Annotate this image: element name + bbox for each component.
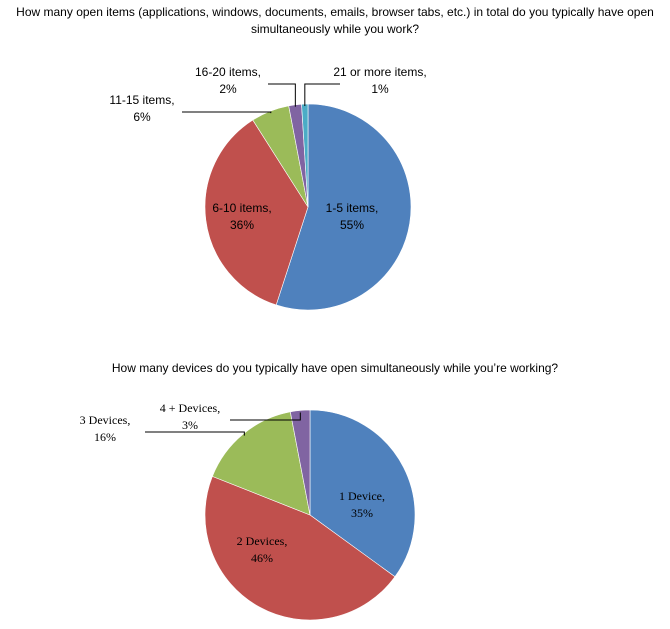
data-label-category: 6-10 items,	[212, 201, 271, 215]
data-label-value: 6%	[133, 110, 151, 124]
pie-slice	[211, 411, 311, 516]
data-label-value: 35%	[351, 506, 373, 520]
pie-slice	[309, 409, 416, 578]
chart-title: How many open items (applications, windo…	[16, 5, 654, 36]
data-label-category: 11-15 items,	[109, 93, 174, 107]
chart-title: How many devices do you typically have o…	[111, 361, 559, 375]
data-label-value: 36%	[230, 218, 254, 232]
data-label-category: 4 + Devices,	[160, 401, 220, 415]
pie-slice	[289, 409, 311, 516]
data-label-category: 16-20 items,	[195, 65, 261, 79]
data-label-category: 1-5 items,	[326, 201, 379, 215]
data-label-value: 3%	[182, 418, 198, 432]
pie-slice	[204, 119, 309, 306]
leader-line	[304, 83, 340, 107]
data-label-category: 3 Devices,	[80, 413, 131, 427]
pie-slice	[204, 475, 396, 621]
leader-line	[268, 83, 296, 107]
data-label-value: 1%	[371, 82, 389, 96]
pie-chart: 1-5 items, 55% 6-10 items, 36% 11-15 items, 6…	[109, 65, 427, 311]
data-label-value: 46%	[251, 551, 273, 565]
pie-slice	[275, 103, 412, 311]
data-label-category: 21 or more items,	[333, 65, 426, 79]
data-label-value: 55%	[340, 218, 364, 232]
leader-line	[145, 431, 245, 436]
data-label-category: 1 Device,	[339, 489, 385, 503]
data-label-category: 2 Devices,	[237, 534, 288, 548]
leader-line	[182, 111, 272, 114]
data-label-value: 16%	[94, 430, 116, 444]
leader-line	[230, 412, 301, 421]
pie-chart: 1 Device, 35% 2 Devices, 46% 3 Devices, 16% 4 …	[80, 401, 416, 621]
data-label-value: 2%	[219, 82, 237, 96]
